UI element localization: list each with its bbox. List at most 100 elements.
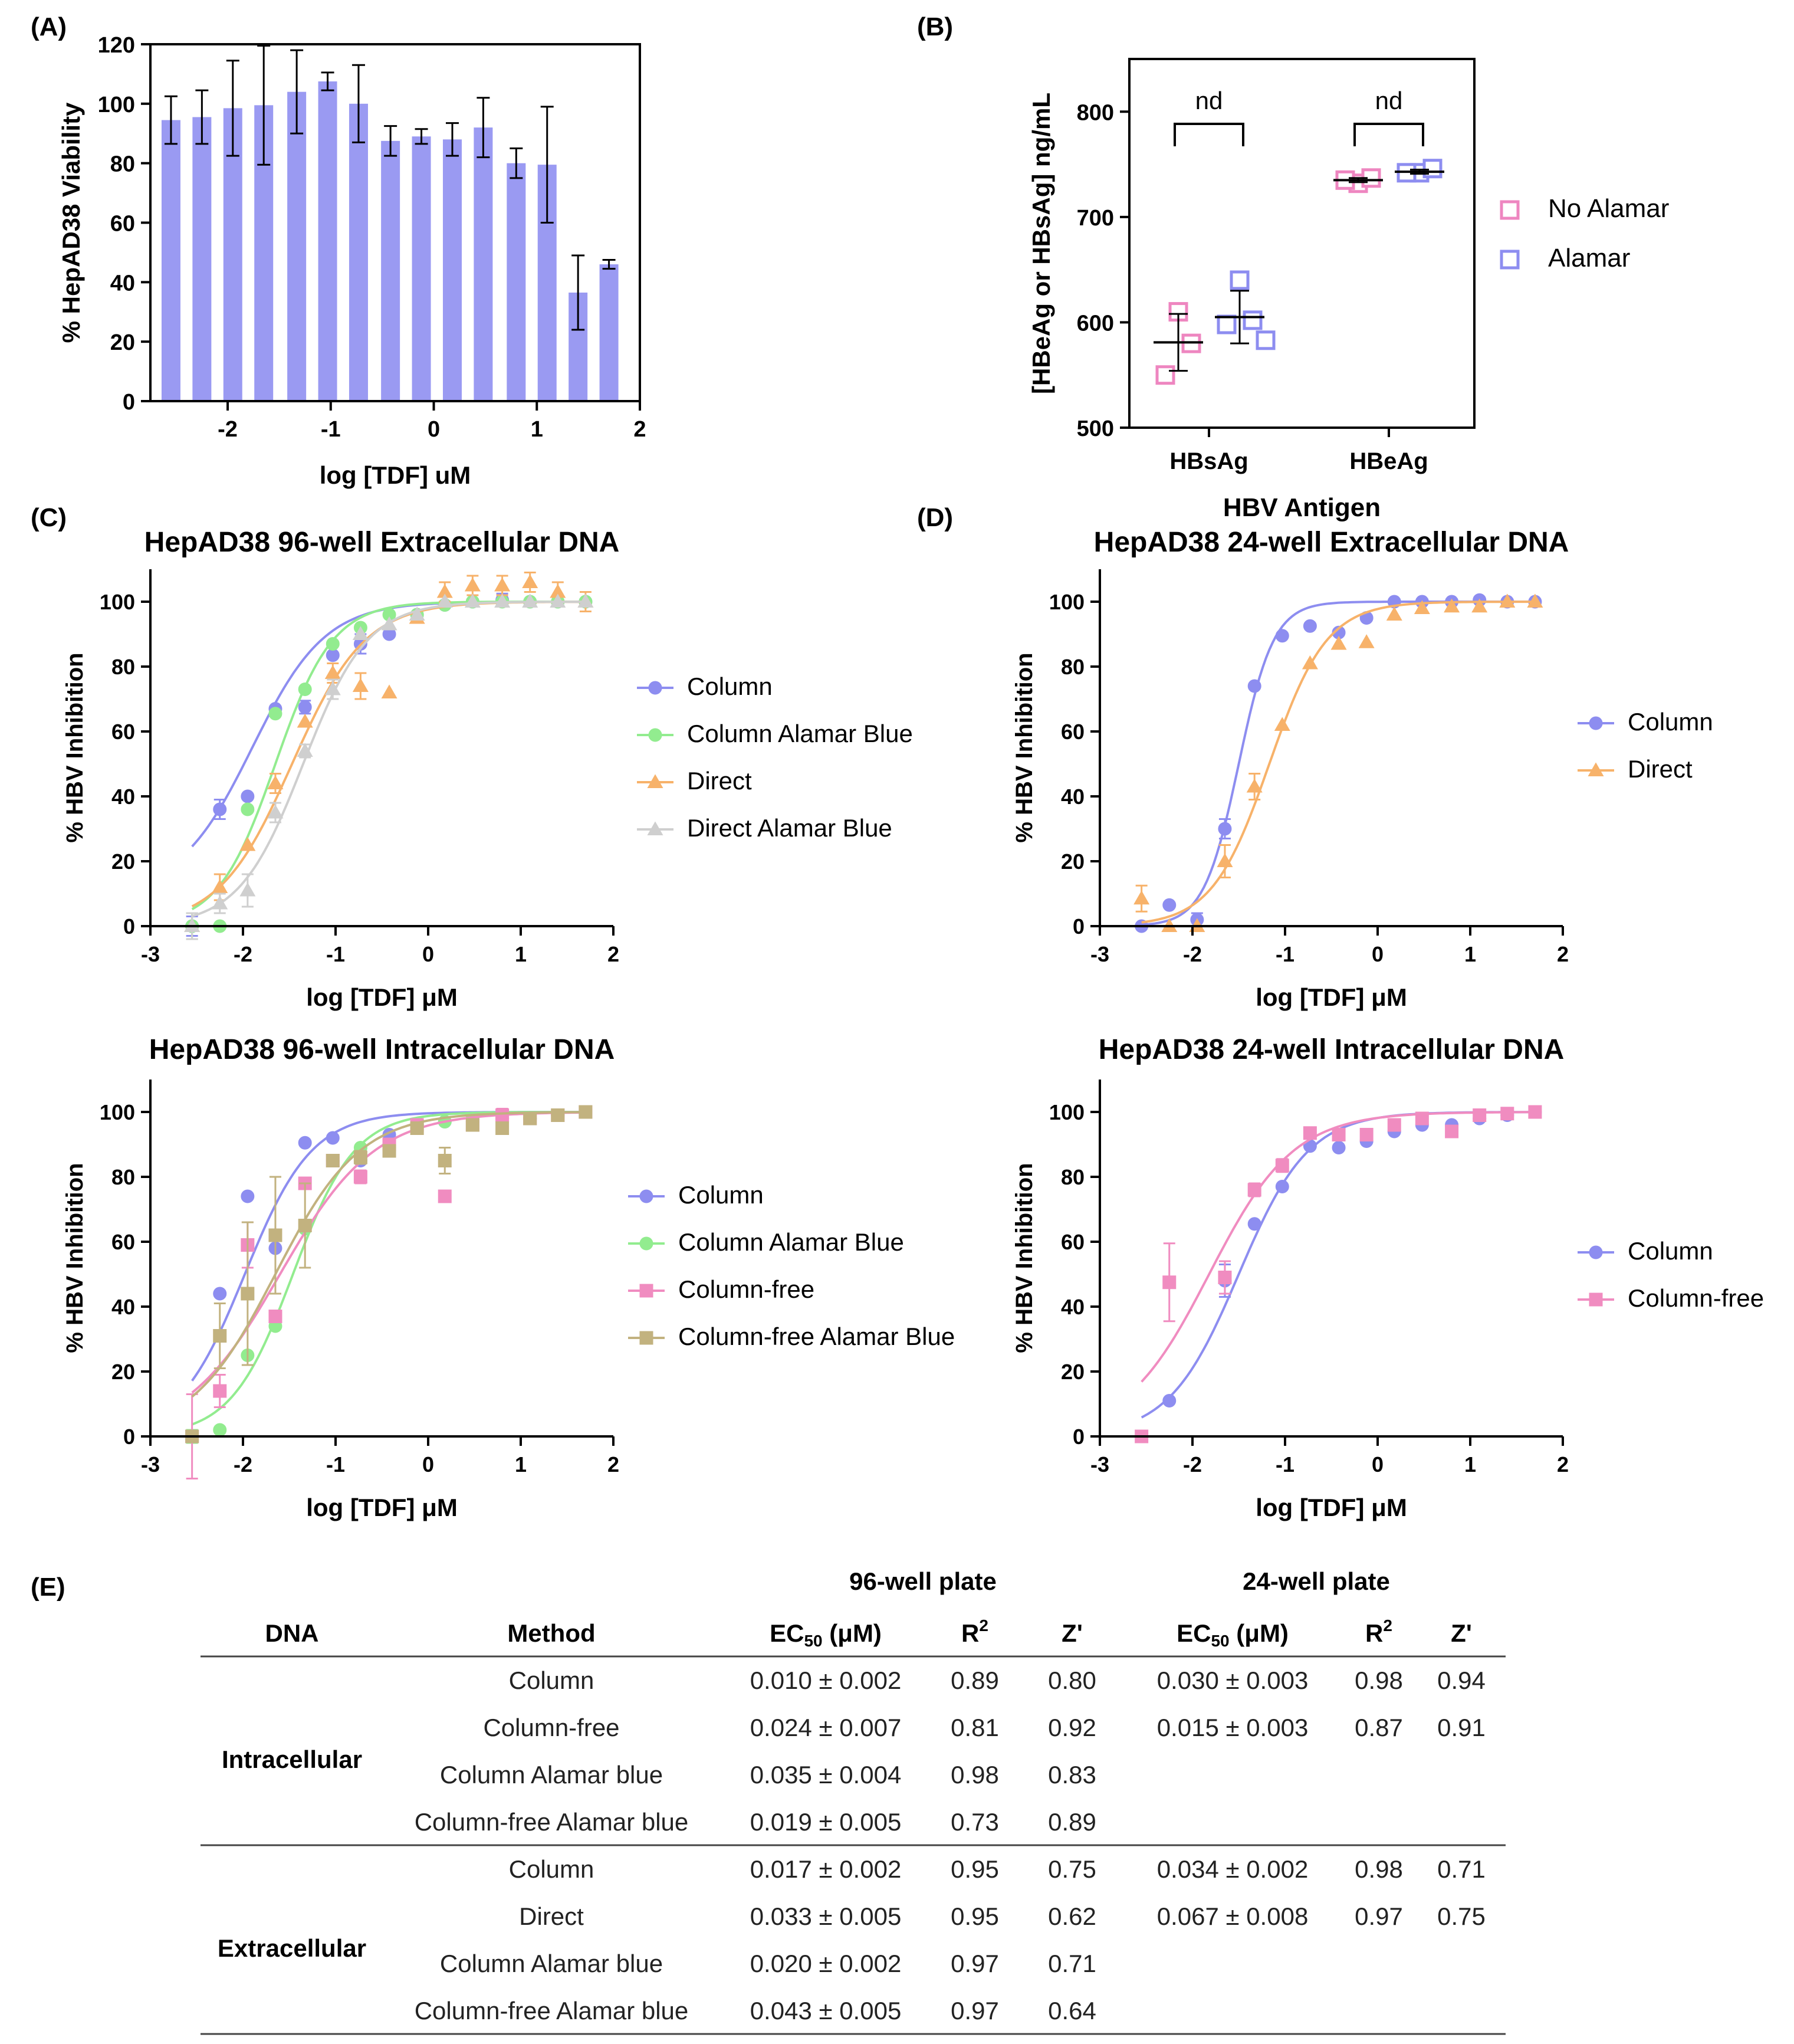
table-cell-ec24: 0.067 ± 0.008 (1157, 1902, 1309, 1930)
y-tick-label: 0 (123, 1425, 135, 1449)
group-header-96: 96-well plate (849, 1567, 997, 1595)
panel-d1: (D)HepAD38 24-well Extracellular DNA0204… (917, 503, 1713, 1011)
data-point (1528, 1105, 1542, 1119)
bar (442, 139, 462, 402)
x-tick-label: 1 (531, 417, 543, 442)
table-cell-z24: 0.94 (1437, 1666, 1486, 1694)
data-point (239, 882, 256, 897)
x-tick-label: HBsAg (1169, 448, 1248, 474)
data-point (1414, 600, 1430, 614)
table-cell-method: Column (509, 1855, 594, 1883)
panel-c1: (C)HepAD38 96-well Extracellular DNA0204… (31, 503, 913, 1011)
table-cell-z96: 0.92 (1048, 1714, 1096, 1741)
bar (161, 120, 180, 401)
table-cell-r96: 0.95 (951, 1902, 999, 1930)
y-tick-label: 0 (123, 390, 135, 415)
legend-label: Column Alamar Blue (678, 1228, 904, 1256)
data-point (1162, 1394, 1177, 1407)
x-tick-label: 0 (1372, 942, 1384, 966)
table-cell-ec24: 0.030 ± 0.003 (1157, 1666, 1309, 1694)
table-cell-method: Column-free (483, 1714, 619, 1741)
legend-marker (1500, 250, 1520, 270)
data-point (1415, 1111, 1429, 1126)
data-point (1162, 898, 1177, 912)
x-tick-label: 1 (1464, 1452, 1476, 1477)
legend-marker (1500, 200, 1520, 220)
legend-marker (648, 681, 662, 695)
data-point (268, 1228, 282, 1242)
table-cell-r24: 0.98 (1355, 1666, 1403, 1694)
data-point (1274, 717, 1290, 731)
panel-c2: HepAD38 96-well Intracellular DNA0204060… (62, 1034, 955, 1521)
y-tick-label: 100 (98, 93, 135, 117)
x-axis-title: log [TDF] μM (306, 1494, 458, 1521)
group-header-24: 24-well plate (1243, 1567, 1390, 1595)
y-tick-label: 20 (1061, 849, 1085, 874)
significance-label: nd (1195, 87, 1223, 114)
data-point (1473, 1108, 1487, 1122)
data-point (1303, 619, 1317, 633)
x-tick-label: -2 (1183, 942, 1202, 966)
data-point (1302, 655, 1318, 670)
data-point (267, 804, 284, 819)
data-point (1445, 1124, 1459, 1139)
y-tick-label: 600 (1077, 311, 1114, 336)
data-point (324, 665, 341, 679)
x-tick-label: 1 (515, 1452, 527, 1477)
y-tick-label: 80 (110, 152, 135, 177)
data-point (212, 895, 228, 910)
y-tick-label: 20 (111, 1360, 135, 1384)
legend-marker (1589, 1292, 1603, 1307)
y-tick-label: 40 (1061, 785, 1085, 809)
bar (349, 103, 368, 402)
x-tick-label: -1 (326, 1452, 345, 1477)
data-point (298, 700, 312, 714)
y-tick-label: 20 (110, 330, 135, 355)
bar (507, 163, 526, 401)
table-cell-ec96: 0.017 ± 0.002 (750, 1855, 902, 1883)
y-tick-label: 80 (111, 655, 135, 679)
data-point (1247, 1183, 1261, 1197)
table-cell-r96: 0.98 (951, 1761, 999, 1789)
y-tick-label: 500 (1077, 416, 1114, 441)
bar (599, 264, 619, 401)
bar (412, 136, 431, 401)
legend-label: Direct (687, 767, 752, 795)
data-point (1332, 1141, 1346, 1154)
data-point (464, 593, 481, 608)
y-axis-title: % HepAD38 Viability (57, 102, 85, 343)
x-tick-label: 0 (422, 1452, 434, 1477)
y-tick-label: 120 (98, 33, 135, 58)
data-point (326, 637, 340, 651)
x-tick-label: 2 (1557, 1452, 1569, 1477)
chart-title: HepAD38 96-well Intracellular DNA (149, 1034, 615, 1065)
data-point (438, 1189, 452, 1203)
y-tick-label: 100 (100, 1100, 135, 1124)
x-tick-label: -2 (218, 417, 238, 442)
data-point (464, 577, 481, 592)
x-tick-label: -1 (1276, 942, 1294, 966)
bar (192, 117, 212, 402)
data-point (213, 802, 227, 816)
legend-label: Alamar (1548, 244, 1630, 273)
data-point (1527, 593, 1543, 608)
legend-marker (1589, 1245, 1603, 1259)
table-cell-method: Column Alamar blue (440, 1950, 663, 1977)
x-tick-label: -3 (1090, 942, 1109, 966)
data-point (1330, 635, 1347, 650)
legend-marker (639, 1284, 653, 1298)
column-header-r2: R2 (961, 1616, 988, 1647)
y-tick-label: 0 (123, 914, 135, 939)
y-axis-title: % HBV Inhibition (62, 652, 88, 842)
data-point (326, 648, 340, 662)
bar (223, 108, 242, 402)
x-tick-label: 2 (607, 942, 619, 966)
y-tick-label: 80 (111, 1165, 135, 1189)
data-point (212, 879, 228, 893)
x-tick-label: -1 (326, 942, 345, 966)
x-tick-label: -3 (141, 1452, 160, 1477)
r2-superscript: 2 (979, 1616, 988, 1635)
y-tick-label: 700 (1077, 206, 1114, 231)
data-point (465, 1118, 479, 1132)
